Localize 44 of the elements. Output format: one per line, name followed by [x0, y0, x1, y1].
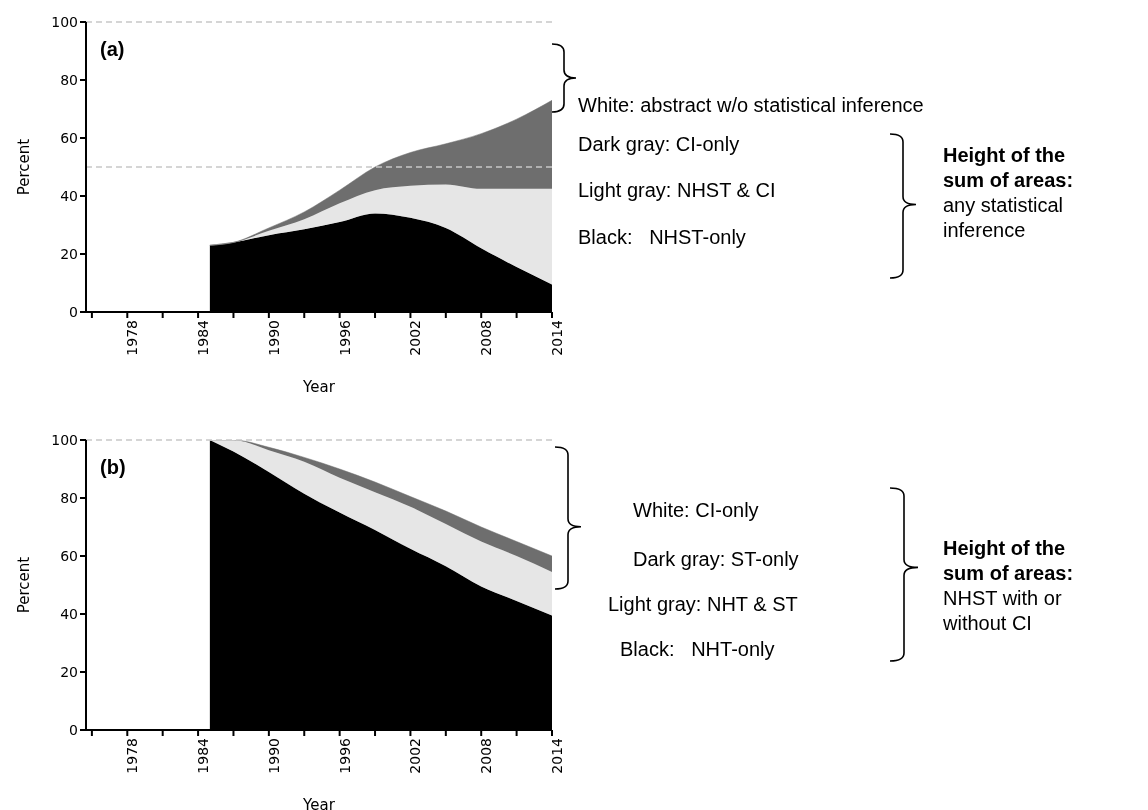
y-tick-label: 100 — [51, 13, 78, 30]
x-tick-label: 2008 — [478, 320, 495, 356]
x-tick-label: 1984 — [195, 737, 212, 774]
y-tick-label: 20 — [60, 245, 78, 262]
text: NHST with or without CI — [943, 586, 1063, 636]
y-tick-label: 0 — [69, 721, 78, 738]
text: Dark gray: ST-only — [633, 548, 799, 571]
x-axis-title: Year — [302, 796, 336, 810]
text: Black: NHT-only — [620, 638, 775, 661]
x-tick-label: 2002 — [407, 320, 424, 356]
x-tick-label: 2014 — [548, 319, 565, 356]
y-tick-label: 100 — [51, 431, 78, 448]
y-tick-label: 60 — [60, 129, 78, 146]
x-tick-label: 2014 — [548, 737, 565, 774]
text: (b) — [100, 456, 126, 479]
text: Height of the sum of areas: — [943, 143, 1075, 193]
y-tick-label: 40 — [60, 187, 78, 204]
text: Black: NHST-only — [578, 226, 746, 249]
text: White: CI-only — [633, 499, 759, 522]
x-tick-label: 1978 — [124, 320, 141, 356]
y-tick-label: 80 — [60, 489, 78, 506]
text: any statistical inference — [943, 193, 1065, 243]
x-tick-label: 1978 — [124, 738, 141, 774]
text: Dark gray: CI-only — [578, 133, 740, 156]
x-tick-label: 1984 — [195, 319, 212, 356]
y-tick-label: 0 — [69, 303, 78, 320]
y-axis-title: Percent — [15, 556, 34, 614]
text: White: abstract w/o statistical inference — [578, 94, 924, 117]
y-tick-label: 60 — [60, 547, 78, 564]
y-tick-label: 40 — [60, 605, 78, 622]
y-tick-label: 80 — [60, 71, 78, 88]
x-tick-label: 1990 — [265, 320, 282, 356]
x-tick-label: 1996 — [336, 319, 353, 356]
x-tick-label: 1990 — [265, 738, 282, 774]
x-tick-label: 1996 — [336, 737, 353, 774]
y-axis-title: Percent — [15, 138, 34, 196]
x-axis-title: Year — [302, 378, 336, 396]
text: Light gray: NHT & ST — [608, 593, 798, 616]
text: Light gray: NHST & CI — [578, 179, 776, 202]
x-tick-label: 2002 — [407, 738, 424, 774]
text: (a) — [100, 38, 125, 61]
text: Height of the sum of areas: — [943, 536, 1075, 586]
y-tick-label: 20 — [60, 663, 78, 680]
x-tick-label: 2008 — [478, 738, 495, 774]
